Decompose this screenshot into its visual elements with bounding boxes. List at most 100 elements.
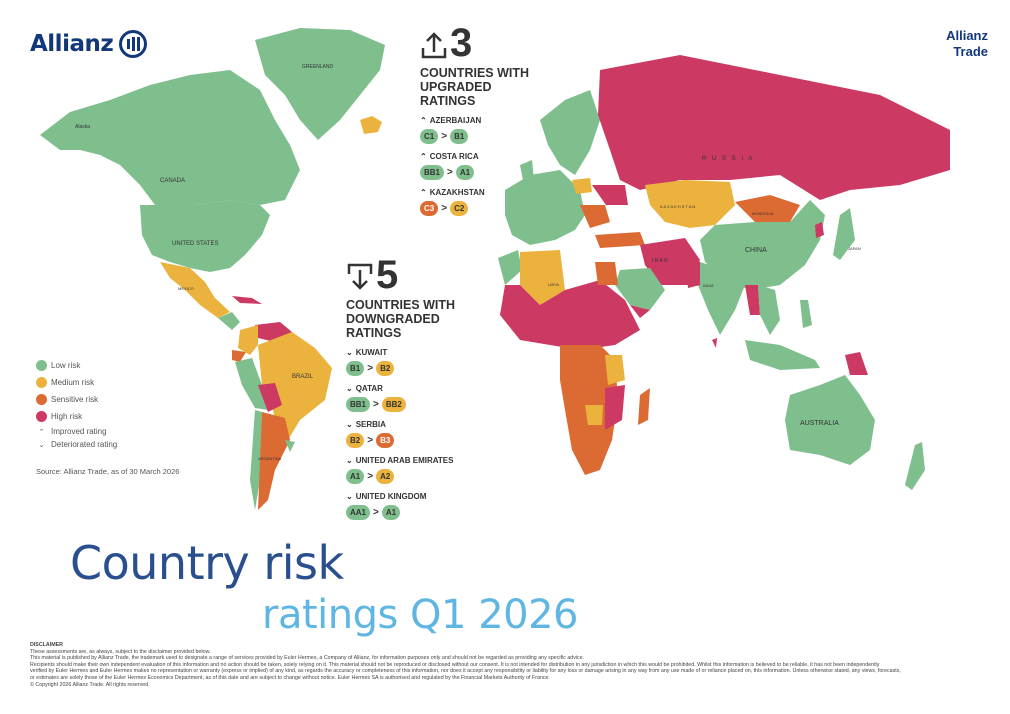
region-bolivia[interactable] (258, 383, 282, 412)
region-mexico[interactable] (160, 262, 230, 318)
region-united-states[interactable] (140, 200, 270, 272)
region-central-america[interactable] (218, 312, 240, 330)
region-scandinavia[interactable] (540, 90, 600, 175)
region-myanmar[interactable] (745, 285, 760, 315)
legend-medium-risk: Medium risk (36, 374, 117, 391)
region-botswana[interactable] (585, 405, 603, 425)
region-saudi-arabia[interactable] (615, 268, 665, 310)
rating-from: A1 (346, 469, 365, 484)
legend-label: Improved rating (51, 427, 107, 436)
region-madagascar[interactable] (638, 388, 650, 425)
region-mongolia[interactable] (735, 195, 800, 222)
region-cuba[interactable] (232, 296, 262, 304)
region-uruguay[interactable] (285, 440, 295, 452)
downgraded-title-line: RATINGS (346, 326, 402, 340)
region-ecuador[interactable] (232, 350, 246, 362)
downgraded-count: 5 (376, 253, 399, 297)
region-north-central-africa[interactable] (500, 280, 640, 350)
low-risk-swatch-icon (36, 360, 47, 371)
rating-change-uae: ⌄ UNITED ARAB EMIRATES A1 > A2 (346, 456, 455, 484)
map-label-mexico: MEXICO (178, 286, 194, 291)
region-western-europe[interactable] (505, 170, 585, 245)
downgraded-title-line: DOWNGRADED (346, 312, 440, 326)
region-algeria[interactable] (520, 250, 565, 305)
region-egypt[interactable] (595, 262, 618, 285)
region-yemen[interactable] (630, 305, 650, 318)
deteriorated-icon: ⌄ (346, 456, 353, 465)
region-indonesia[interactable] (745, 340, 820, 370)
downgraded-title-line: COUNTRIES WITH (346, 298, 456, 312)
legend-label: Sensitive risk (51, 395, 99, 404)
region-sri-lanka[interactable] (712, 338, 717, 348)
country-name: UNITED KINGDOM (355, 492, 427, 501)
region-new-zealand[interactable] (905, 442, 925, 490)
region-tanzania[interactable] (605, 355, 625, 385)
country-name: SERBIA (355, 420, 386, 429)
region-india[interactable] (698, 262, 745, 335)
rating-change-kazakhstan: ⌃ KAZAKHSTAN C3 > C2 (420, 188, 529, 216)
region-brazil[interactable] (258, 332, 332, 440)
region-russia[interactable] (598, 55, 950, 200)
arrow-gt: > (367, 435, 374, 446)
region-japan[interactable] (833, 208, 855, 260)
region-greenland[interactable] (255, 28, 385, 140)
region-korea[interactable] (815, 222, 824, 238)
region-balkans[interactable] (580, 205, 610, 228)
deteriorated-icon: ⌄ (346, 384, 353, 393)
map-label-brazil: BRAZIL (292, 374, 314, 380)
brand-line-1: Allianz (946, 28, 988, 43)
country-name: UNITED ARAB EMIRATES (355, 456, 454, 465)
region-kazakhstan[interactable] (645, 180, 735, 228)
map-label-argentina: ARGENTINA (258, 456, 282, 461)
arrow-gt: > (373, 507, 379, 518)
region-morocco[interactable] (498, 250, 522, 285)
region-southeast-asia[interactable] (758, 285, 780, 335)
rating-change-azerbaijan: ⌃ AZERBAIJAN C1 > B1 (420, 116, 529, 144)
country-name: QATAR (355, 384, 383, 393)
sensitive-risk-swatch-icon (36, 394, 47, 405)
legend-deteriorated: ⌄ Deteriorated rating (36, 438, 118, 451)
region-australia[interactable] (785, 375, 875, 465)
map-label-kazakhstan: K A Z A K H S T A N (660, 204, 695, 209)
region-argentina[interactable] (258, 412, 290, 510)
upgraded-panel: 3 COUNTRIES WITH UPGRADED RATINGS ⌃ AZERB… (420, 23, 529, 216)
region-uk[interactable] (520, 160, 534, 185)
region-ukraine[interactable] (592, 185, 628, 205)
downgraded-title: COUNTRIES WITH DOWNGRADED RATINGS (346, 298, 455, 340)
improved-icon: ⌃ (420, 152, 427, 161)
region-colombia[interactable] (238, 325, 258, 355)
improved-icon: ⌃ (420, 116, 427, 125)
legend-improved: ⌃ Improved rating (36, 425, 117, 438)
rating-from: B2 (346, 433, 365, 448)
map-label-iran: I R A N (652, 258, 668, 264)
country-name: KUWAIT (355, 348, 388, 357)
disclaimer-line: or estimates are solely those of the Eul… (30, 674, 550, 681)
region-poland[interactable] (572, 178, 592, 194)
map-legend: Low risk Medium risk Sensitive risk High… (36, 357, 117, 451)
region-iran[interactable] (640, 238, 700, 285)
map-label-china: CHINA (745, 247, 767, 254)
country-name: KAZAKHSTAN (429, 188, 485, 197)
legend-high-risk: High risk (36, 408, 117, 425)
logo-text: Allianz (30, 31, 114, 57)
region-papua-new-guinea[interactable] (845, 352, 868, 375)
map-label-japan: JAPAN (848, 246, 861, 251)
rating-to: BB2 (381, 397, 406, 412)
legend-low-risk: Low risk (36, 357, 117, 374)
region-peru[interactable] (235, 358, 268, 410)
headline-title: Country risk (70, 536, 344, 590)
map-label-india: INDIA (703, 283, 714, 288)
region-pakistan[interactable] (685, 260, 700, 288)
region-iceland[interactable] (360, 116, 382, 134)
region-mozambique[interactable] (605, 385, 625, 430)
map-label-united-states: UNITED STATES (172, 241, 218, 247)
region-china[interactable] (700, 200, 825, 290)
upgraded-title-line: RATINGS (420, 94, 476, 108)
region-canada[interactable] (40, 70, 300, 205)
rating-from: C3 (420, 201, 439, 216)
region-turkiye[interactable] (595, 232, 645, 248)
rating-to: B3 (376, 433, 395, 448)
allianz-logo: Allianz (30, 30, 148, 58)
region-philippines[interactable] (800, 300, 812, 328)
rating-to: C2 (450, 201, 469, 216)
